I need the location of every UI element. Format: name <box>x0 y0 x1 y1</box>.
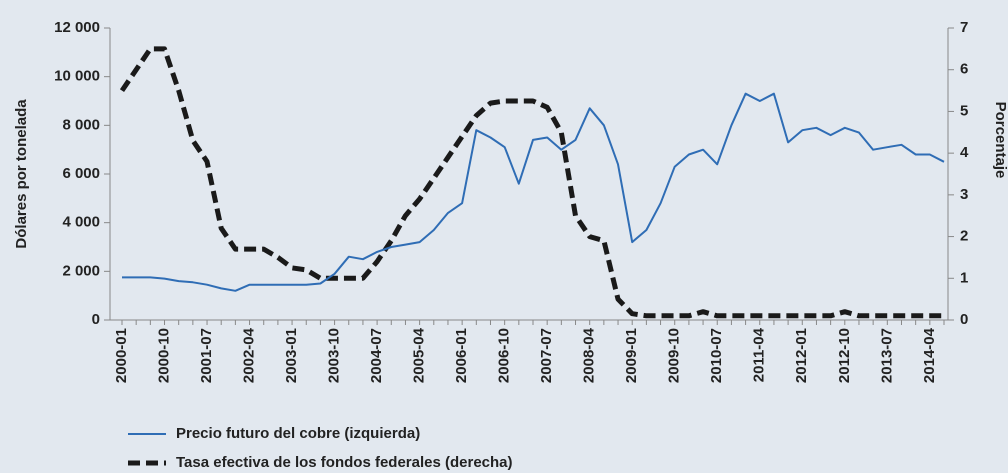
x-tick-label: 2000-10 <box>155 328 172 383</box>
y2-axis-label: Porcentaje <box>992 102 1008 179</box>
x-tick-label: 2013-07 <box>878 328 895 383</box>
x-tick-label: 2014-04 <box>921 327 938 383</box>
y2-tick-label: 4 <box>960 144 969 161</box>
x-tick-label: 2000-01 <box>113 328 130 383</box>
y-tick-label: 6 000 <box>62 165 100 182</box>
y-tick-label: 10 000 <box>54 68 100 85</box>
x-tick-label: 2005-04 <box>411 327 428 383</box>
y-tick-label: 8 000 <box>62 116 100 133</box>
x-tick-label: 2007-07 <box>538 328 555 383</box>
series-line <box>119 46 944 319</box>
y2-tick-label: 1 <box>960 269 968 286</box>
x-tick-label: 2004-07 <box>368 328 385 383</box>
y2-tick-label: 5 <box>960 102 968 119</box>
x-tick-label: 2010-07 <box>708 328 725 383</box>
legend-label: Tasa efectiva de los fondos federales (d… <box>176 454 513 471</box>
y2-tick-label: 0 <box>960 311 968 328</box>
x-tick-label: 2009-10 <box>666 328 683 383</box>
y-tick-label: 0 <box>92 311 100 328</box>
x-tick-label: 2006-10 <box>496 328 513 383</box>
x-tick-label: 2009-01 <box>623 328 640 383</box>
y2-tick-label: 6 <box>960 61 968 78</box>
x-tick-label: 2008-04 <box>581 327 598 383</box>
y-tick-label: 12 000 <box>54 19 100 36</box>
y2-tick-label: 3 <box>960 186 968 203</box>
x-tick-label: 2001-07 <box>198 328 215 383</box>
x-tick-label: 2012-10 <box>836 328 853 383</box>
x-tick-label: 2002-04 <box>241 327 258 383</box>
x-tick-label: 2011-04 <box>751 327 768 382</box>
x-tick-label: 2006-01 <box>453 328 470 383</box>
y2-tick-label: 7 <box>960 19 968 36</box>
y2-tick-label: 2 <box>960 228 968 245</box>
y-axis-label: Dólares por tonelada <box>13 99 30 249</box>
x-tick-label: 2003-01 <box>283 328 300 383</box>
x-tick-label: 2012-01 <box>793 328 810 383</box>
y-tick-label: 2 000 <box>62 262 100 279</box>
legend-label: Precio futuro del cobre (izquierda) <box>176 425 420 442</box>
y-tick-label: 4 000 <box>62 214 100 231</box>
x-tick-label: 2003-10 <box>326 328 343 383</box>
series-line <box>122 92 945 292</box>
